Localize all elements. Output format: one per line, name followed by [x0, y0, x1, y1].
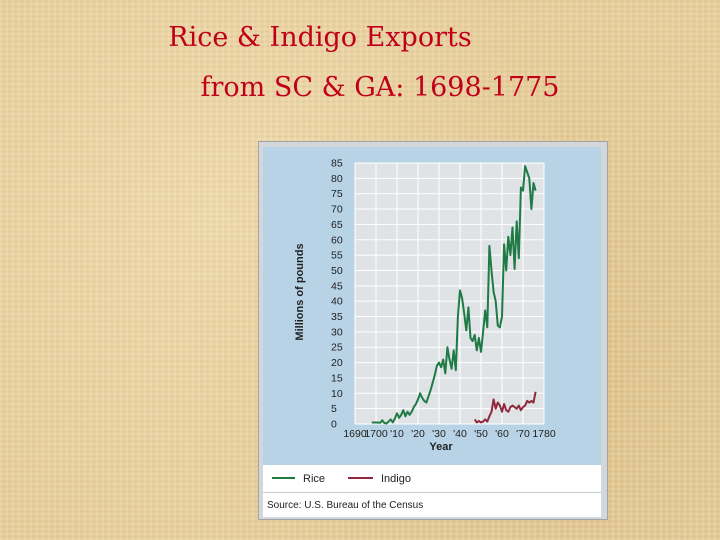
source-note: Source: U.S. Bureau of the Census	[263, 492, 601, 517]
y-tick-label: 80	[331, 173, 343, 185]
y-tick-label: 0	[331, 419, 337, 431]
x-tick-label: 1780	[532, 428, 556, 440]
x-tick-label: '10	[390, 428, 404, 440]
y-tick-label: 30	[331, 326, 343, 338]
x-tick-label: '50	[474, 428, 488, 440]
y-tick-label: 65	[331, 219, 343, 231]
legend-indigo-label: Indigo	[381, 473, 411, 485]
y-tick-label: 50	[331, 265, 343, 277]
x-axis-label: Year	[429, 441, 453, 453]
y-tick-label: 15	[331, 372, 343, 384]
x-tick-label: '70	[516, 428, 530, 440]
x-tick-label: '20	[411, 428, 425, 440]
slide-title-line-2: from SC & GA: 1698-1775	[200, 72, 560, 103]
y-tick-label: 35	[331, 311, 343, 323]
plot-panel: 0 5 10 15 20 25 30 35 40 45 50 55 60 65 70 75 80 85 1690 1…	[263, 147, 601, 465]
series-line-rice	[371, 165, 537, 425]
legend: Rice Indigo	[263, 465, 601, 492]
y-tick-label: 10	[331, 388, 343, 400]
y-tick-label: 55	[331, 250, 343, 262]
y-tick-label: 45	[331, 280, 343, 292]
y-tick-label: 5	[331, 403, 337, 415]
x-tick-label: '30	[432, 428, 446, 440]
slide-title-line-1: Rice & Indigo Exports	[168, 22, 472, 53]
x-tick-label: 1700	[364, 428, 388, 440]
y-tick-label: 85	[331, 158, 343, 170]
x-tick-label: '60	[495, 428, 509, 440]
y-tick-label: 40	[331, 296, 343, 308]
chart-figure: 0 5 10 15 20 25 30 35 40 45 50 55 60 65 70 75 80 85 1690 1…	[258, 141, 608, 520]
y-tick-label: 75	[331, 188, 343, 200]
y-tick-labels: 0 5 10 15 20 25 30 35 40 45 50 55 60 65 70 75 80 85	[331, 158, 343, 431]
legend-rice-label: Rice	[303, 473, 325, 485]
y-tick-label: 70	[331, 204, 343, 216]
y-axis-label: Millions of pounds	[294, 243, 306, 340]
y-tick-label: 25	[331, 342, 343, 354]
plot-area	[355, 163, 544, 424]
x-tick-label: 1690	[343, 428, 367, 440]
series-line-indigo	[473, 391, 537, 424]
y-tick-label: 20	[331, 357, 343, 369]
y-tick-label: 60	[331, 234, 343, 246]
x-tick-label: '40	[453, 428, 467, 440]
series-lines	[371, 165, 537, 425]
